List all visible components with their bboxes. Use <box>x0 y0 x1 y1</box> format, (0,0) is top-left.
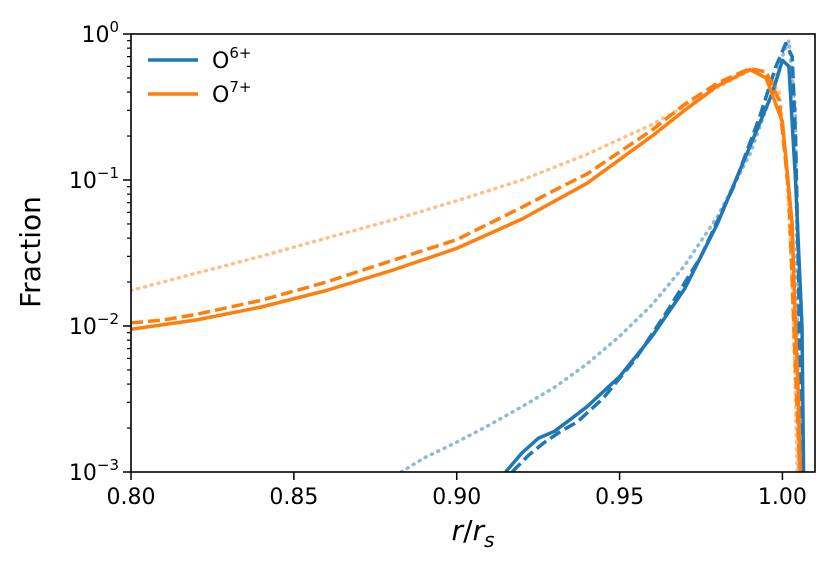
series-line-o7plus-dotted <box>131 69 799 472</box>
y-axis-ticks: 10−3 10−2 10−1 100 <box>69 18 131 486</box>
axes-frame <box>130 33 816 473</box>
x-tick-label: 0.85 <box>269 485 318 510</box>
x-tick-label: 0.90 <box>432 485 481 510</box>
x-axis-label: r/rs <box>452 514 495 552</box>
y-tick-label: 10−2 <box>69 310 119 340</box>
series-line-o7plus-solid <box>131 67 803 472</box>
x-tick-label: 1.00 <box>758 485 807 510</box>
x-tick-label: 0.95 <box>595 485 644 510</box>
y-tick-label: 100 <box>81 18 119 48</box>
legend: O6+ O7+ <box>148 44 251 108</box>
legend-label-o6: O6+ <box>212 44 251 74</box>
series-line-o7plus-dashed <box>131 66 803 472</box>
series-line-o6plus-dashed <box>510 41 803 472</box>
y-tick-label: 10−3 <box>69 456 119 486</box>
x-tick-label: 0.80 <box>107 485 156 510</box>
y-axis-label: Fraction <box>14 196 47 308</box>
series-line-o6plus-dotted <box>399 38 801 472</box>
x-axis-ticks: 0.80 0.85 0.90 0.95 1.00 <box>107 472 807 510</box>
series-layer <box>131 38 806 472</box>
y-tick-label: 10−1 <box>69 164 119 194</box>
legend-label-o7: O7+ <box>212 78 251 108</box>
series-line-o6plus-solid <box>504 58 806 472</box>
